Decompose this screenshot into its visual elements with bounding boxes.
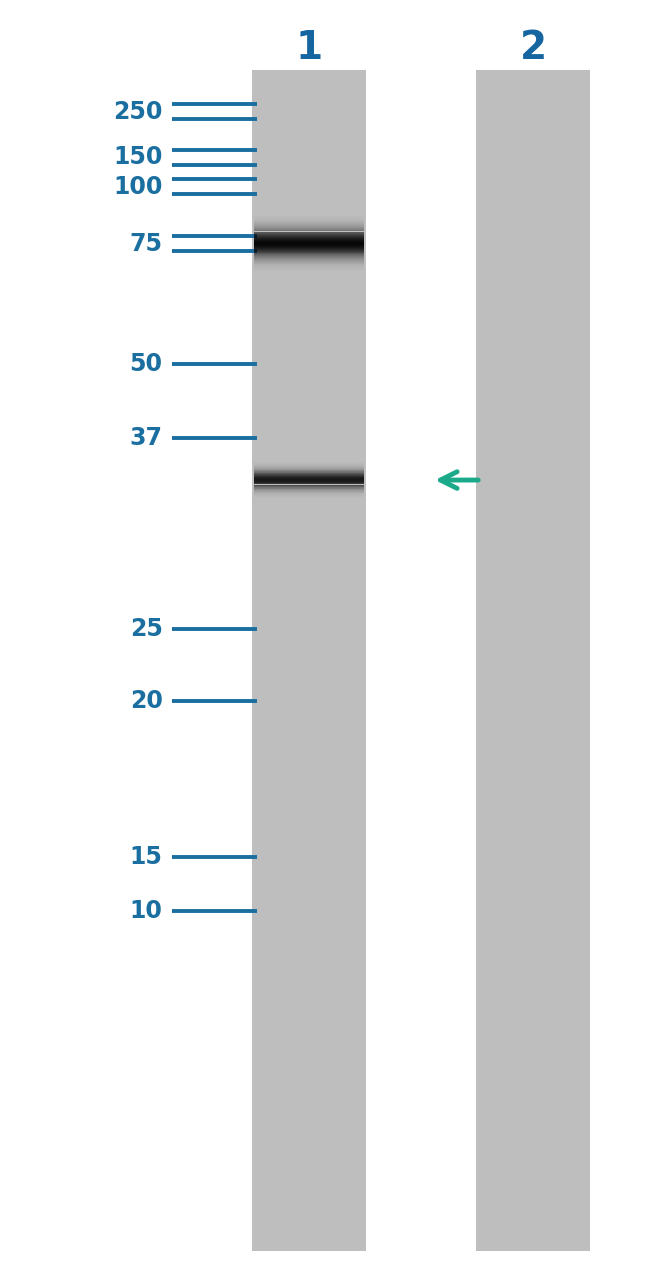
Text: 37: 37: [129, 427, 162, 450]
Text: 15: 15: [129, 846, 162, 869]
Text: 10: 10: [129, 899, 162, 922]
Text: 50: 50: [129, 353, 162, 376]
Bar: [252, 70, 365, 1251]
Text: 250: 250: [113, 100, 162, 123]
Bar: [476, 70, 590, 1251]
Text: 1: 1: [295, 29, 322, 67]
Text: 2: 2: [519, 29, 547, 67]
Text: 150: 150: [113, 146, 162, 169]
Text: 20: 20: [129, 690, 162, 712]
Text: 75: 75: [129, 232, 162, 255]
Text: 25: 25: [129, 617, 162, 640]
Text: 100: 100: [113, 175, 162, 198]
